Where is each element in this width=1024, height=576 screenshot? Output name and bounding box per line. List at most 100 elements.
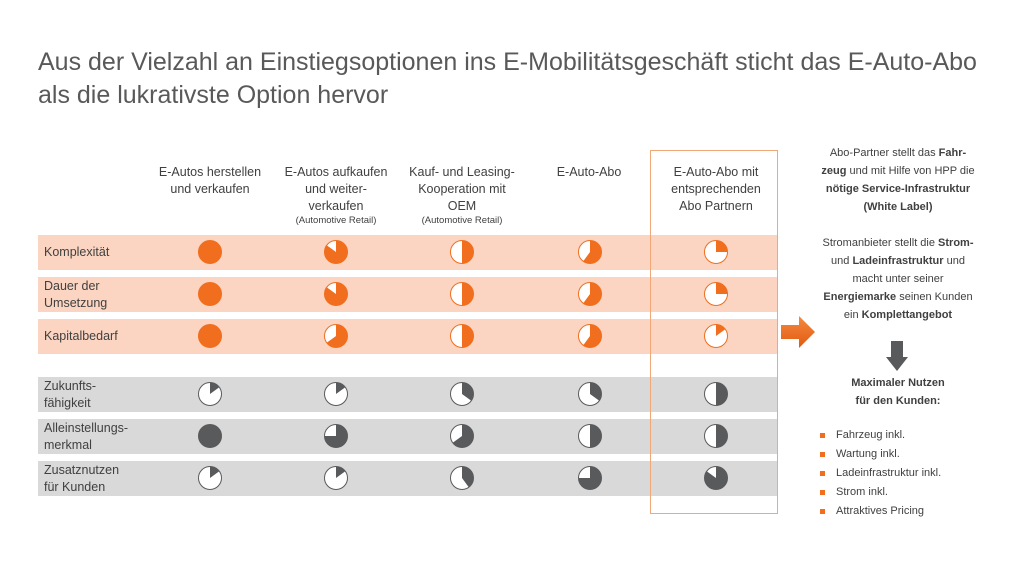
column-header-4: E-Auto-Abo: [524, 164, 654, 181]
row-label-text: Komplexität: [44, 245, 110, 259]
row-label-zukunft: Zukunfts- fähigkeit: [44, 377, 154, 412]
row-band-kapital: [38, 319, 778, 354]
harvey-ball: [704, 466, 728, 490]
arrow-right-icon: [781, 316, 815, 348]
row-label-text: merkmal: [44, 438, 92, 452]
harvey-ball: [704, 240, 728, 264]
harvey-ball: [198, 466, 222, 490]
harvey-ball: [198, 324, 222, 348]
side-text-run: macht unter seiner: [852, 273, 944, 285]
column-header-sub: (Automotive Retail): [295, 215, 377, 226]
harvey-ball: [450, 382, 474, 406]
column-header-line: entsprechenden: [671, 182, 761, 196]
column-header-line: Kooperation mit: [418, 182, 506, 196]
column-header-sub: (Automotive Retail): [421, 215, 503, 226]
harvey-ball: [450, 424, 474, 448]
side-text-bold: nötige Service-Infrastruktur: [825, 183, 971, 195]
harvey-ball: [578, 240, 602, 264]
benefit-item: Wartung inkl.: [820, 445, 941, 464]
column-header-line: und verkaufen: [170, 182, 250, 196]
row-label-text: Zusatznutzen: [44, 463, 120, 477]
row-label-allein: Alleinstellungs- merkmal: [44, 419, 154, 454]
row-band-komplexitaet: [38, 235, 778, 270]
harvey-ball: [198, 424, 222, 448]
column-header-line: E-Auto-Abo mit: [673, 165, 759, 179]
side-text-bold: Strom-: [938, 237, 974, 249]
harvey-ball: [324, 324, 348, 348]
row-band-dauer: [38, 277, 778, 312]
side-text-run: ein: [843, 309, 862, 321]
row-label-text: Zukunfts-: [44, 379, 97, 393]
harvey-ball: [324, 382, 348, 406]
harvey-ball: [324, 424, 348, 448]
column-header-1: E-Autos herstellen und verkaufen: [145, 164, 275, 198]
row-label-text: Alleinstellungs-: [44, 421, 129, 435]
title-line-1: Aus der Vielzahl an Einstiegsoptionen in…: [38, 48, 977, 76]
column-header-line: E-Auto-Abo: [556, 165, 622, 179]
row-label-kapital: Kapitalbedarf: [44, 319, 154, 354]
page-title: Aus der Vielzahl an Einstiegsoptionen in…: [38, 46, 998, 112]
side-text-bold: Komplettangebot: [861, 309, 953, 321]
row-label-text: für Kunden: [44, 480, 106, 494]
column-header-3: Kauf- und Leasing- Kooperation mit OEM (…: [397, 164, 527, 227]
arrow-down-icon: [886, 341, 908, 371]
column-header-line: E-Autos herstellen: [158, 165, 262, 179]
benefit-item: Ladeinfrastruktur inkl.: [820, 464, 941, 483]
benefits-title-line: Maximaler Nutzen: [851, 377, 945, 389]
side-text-bold: (White Label): [863, 201, 933, 213]
benefits-title: Maximaler Nutzen für den Kunden:: [800, 374, 996, 410]
row-label-dauer: Dauer der Umsetzung: [44, 277, 154, 312]
harvey-ball: [324, 282, 348, 306]
row-label-komplexitaet: Komplexität: [44, 235, 154, 270]
row-label-zusatz: Zusatznutzen für Kunden: [44, 461, 154, 496]
row-label-text: Umsetzung: [44, 296, 108, 310]
harvey-ball: [450, 240, 474, 264]
benefit-item: Strom inkl.: [820, 483, 941, 502]
row-label-text: Kapitalbedarf: [44, 329, 118, 343]
harvey-ball: [198, 282, 222, 306]
harvey-ball: [704, 424, 728, 448]
side-text-run: Abo-Partner stellt das: [829, 147, 939, 159]
harvey-ball: [578, 382, 602, 406]
benefit-item: Attraktives Pricing: [820, 502, 941, 521]
harvey-ball: [324, 240, 348, 264]
harvey-ball: [198, 382, 222, 406]
harvey-ball: [704, 324, 728, 348]
column-header-5: E-Auto-Abo mit entsprechenden Abo Partne…: [651, 164, 781, 215]
side-text-bold: Energiemarke: [823, 291, 897, 303]
row-band-allein: [38, 419, 778, 454]
side-text-run: Stromanbieter stellt die: [822, 237, 939, 249]
side-text-run: und: [943, 255, 965, 267]
highlight-box-abo-partner: [650, 150, 778, 514]
row-band-zusatz: [38, 461, 778, 496]
side-text-partner: Abo-Partner stellt das Fahr- zeug und mi…: [800, 144, 996, 216]
benefits-list: Fahrzeug inkl. Wartung inkl. Ladeinfrast…: [820, 426, 941, 521]
title-line-2: als die lukrativste Option hervor: [38, 81, 389, 109]
benefits-title-line: für den Kunden:: [855, 395, 941, 407]
side-text-run: seinen Kunden: [896, 291, 973, 303]
column-header-line: OEM: [447, 199, 477, 213]
side-text-bold: Fahr-: [938, 147, 967, 159]
row-label-text: Dauer der: [44, 279, 100, 293]
harvey-ball: [198, 240, 222, 264]
column-header-line: Kauf- und Leasing-: [409, 165, 515, 179]
harvey-ball: [704, 382, 728, 406]
column-header-2: E-Autos aufkaufen und weiter- verkaufen …: [271, 164, 401, 227]
column-header-line: verkaufen: [308, 199, 364, 213]
harvey-ball: [578, 424, 602, 448]
harvey-ball: [450, 282, 474, 306]
column-header-line: E-Autos aufkaufen: [284, 165, 388, 179]
column-header-line: Abo Partnern: [679, 199, 753, 213]
row-label-text: fähigkeit: [44, 396, 91, 410]
harvey-ball: [450, 324, 474, 348]
harvey-ball: [578, 324, 602, 348]
side-text-bold: Ladeinfrastruktur: [852, 255, 944, 267]
harvey-ball: [704, 282, 728, 306]
side-text-run: und mit Hilfe von HPP die: [846, 165, 975, 177]
side-text-stromanbieter: Stromanbieter stellt die Strom- und Lade…: [822, 237, 974, 321]
harvey-ball: [578, 282, 602, 306]
column-header-line: und weiter-: [305, 182, 367, 196]
harvey-ball: [324, 466, 348, 490]
side-text-bold: zeug: [821, 165, 847, 177]
benefit-item: Fahrzeug inkl.: [820, 426, 941, 445]
